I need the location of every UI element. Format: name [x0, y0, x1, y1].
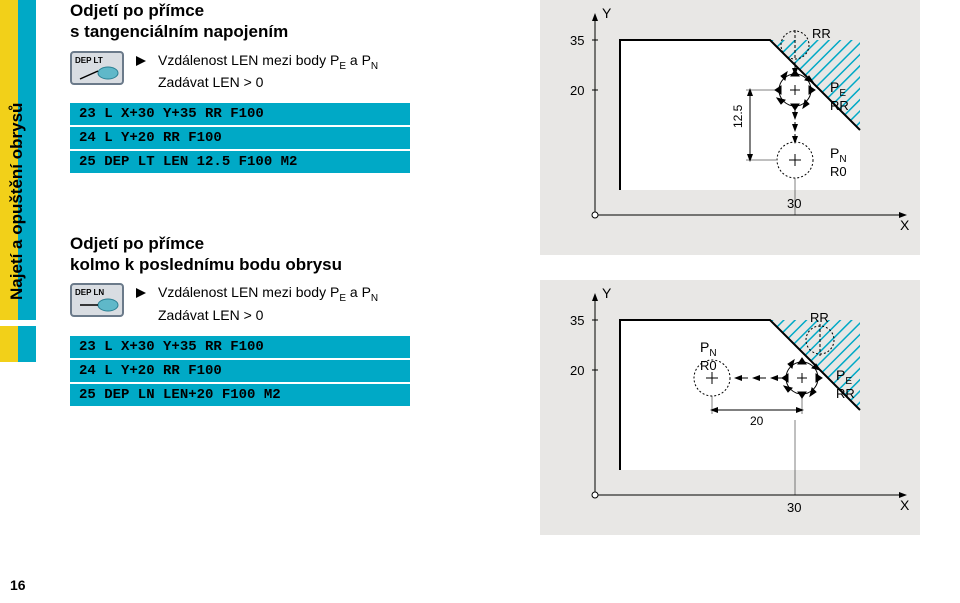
svg-text:RR: RR: [810, 310, 829, 325]
dep-ln-icon-label: DEP LN: [75, 288, 104, 297]
page-number: 16: [10, 577, 26, 593]
section1-bullet-text: Vzdálenost LEN mezi body PE a PN Zadávat…: [158, 51, 378, 93]
code-line: 25 DEP LT LEN 12.5 F100 M2: [70, 151, 410, 173]
svg-text:30: 30: [787, 196, 801, 211]
dep-lt-icon-label: DEP LT: [75, 56, 103, 65]
code-line: 23 L X+30 Y+35 RR F100: [70, 336, 410, 358]
diagram2: Y X 35 20 30: [540, 280, 920, 540]
code-line: 25 DEP LN LEN+20 F100 M2: [70, 384, 410, 406]
diagram1: Y X 35 20 30: [540, 0, 920, 260]
svg-text:RR: RR: [830, 98, 849, 113]
svg-text:35: 35: [570, 313, 584, 328]
svg-text:35: 35: [570, 33, 584, 48]
bullet-arrow-icon: [134, 54, 148, 68]
svg-text:20: 20: [570, 363, 584, 378]
svg-text:Y: Y: [602, 285, 612, 301]
svg-text:R0: R0: [830, 164, 847, 179]
code-line: 24 L Y+20 RR F100: [70, 360, 410, 382]
bullet-arrow-icon: [134, 286, 148, 300]
content: Odjetí po přímce s tangenciálním napojen…: [70, 0, 940, 408]
section2-title-line1: Odjetí po přímce: [70, 234, 204, 253]
svg-text:20: 20: [570, 83, 584, 98]
svg-text:12.5: 12.5: [731, 104, 745, 128]
section1-title-line2: s tangenciálním napojením: [70, 22, 288, 41]
section2-title: Odjetí po přímce kolmo k poslednímu bodu…: [70, 233, 940, 276]
svg-text:Y: Y: [602, 5, 612, 21]
svg-text:RR: RR: [812, 26, 831, 41]
code-line: 23 L X+30 Y+35 RR F100: [70, 103, 410, 125]
sidebar-label: Najetí a opuštění obrysů: [7, 103, 27, 300]
section2-title-line2: kolmo k poslednímu bodu obrysu: [70, 255, 342, 274]
svg-text:X: X: [900, 497, 910, 513]
svg-text:30: 30: [787, 500, 801, 515]
svg-text:R0: R0: [700, 358, 717, 373]
svg-text:20: 20: [750, 414, 764, 428]
dep-ln-icon: DEP LN: [70, 283, 124, 317]
dep-lt-icon: DEP LT: [70, 51, 124, 85]
code-line: 24 L Y+20 RR F100: [70, 127, 410, 149]
sidebar-square: [0, 326, 36, 362]
section2-bullet-text: Vzdálenost LEN mezi body PE a PN Zadávat…: [158, 283, 378, 325]
svg-text:X: X: [900, 217, 910, 233]
svg-text:RR: RR: [836, 386, 855, 401]
section1-title-line1: Odjetí po přímce: [70, 1, 204, 20]
